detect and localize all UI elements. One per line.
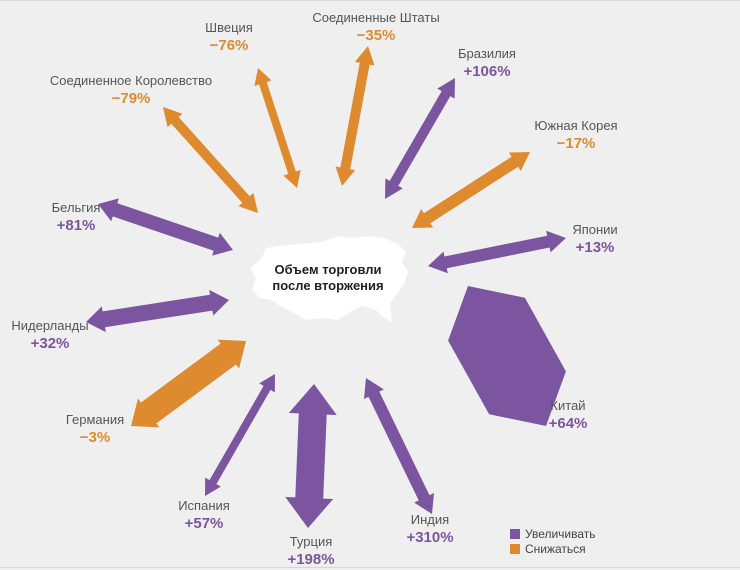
country-2-value: +106% xyxy=(463,63,511,80)
country-6-label: Индия +310% xyxy=(406,512,453,547)
country-4-label: Японии +13% xyxy=(572,222,617,257)
bottom-rule xyxy=(0,567,740,568)
country-6-name: Индия xyxy=(410,512,450,527)
country-8-label: Испания +57% xyxy=(178,498,230,533)
country-10-arrow xyxy=(86,289,229,333)
country-3-arrow xyxy=(412,152,530,228)
russia-map-shape xyxy=(250,236,408,322)
legend-label-decrease: Снижаться xyxy=(525,541,586,556)
country-0-arrow xyxy=(254,68,301,188)
country-9-arrow xyxy=(131,339,246,428)
country-11-value: +81% xyxy=(56,217,96,234)
country-10-value: +32% xyxy=(30,335,70,352)
country-12-value: −79% xyxy=(111,90,151,107)
country-3-value: −17% xyxy=(556,135,596,152)
country-5-label: Китай +64% xyxy=(549,398,588,433)
country-10-name: Нидерланды xyxy=(11,318,89,333)
country-1-value: −35% xyxy=(356,27,396,44)
country-2-label: Бразилия +106% xyxy=(458,46,516,81)
country-9-label: Германия −3% xyxy=(66,412,124,447)
country-4-arrow xyxy=(428,230,566,274)
country-1-arrow xyxy=(335,46,375,186)
country-7-name: Турция xyxy=(289,534,333,549)
country-2-name: Бразилия xyxy=(458,46,516,61)
legend-item-decrease: Снижаться xyxy=(510,541,596,556)
country-11-arrow xyxy=(98,198,233,256)
country-9-value: −3% xyxy=(79,429,111,446)
country-12-name: Соединенное Королевство xyxy=(49,73,213,88)
country-6-arrow xyxy=(364,378,434,514)
country-5-value: +64% xyxy=(548,415,588,432)
country-11-name: Бельгия xyxy=(51,200,101,215)
legend: Увеличивать Снижаться xyxy=(510,526,596,556)
country-2-arrow xyxy=(385,78,455,199)
country-3-name: Южная Корея xyxy=(534,118,618,133)
country-3-label: Южная Корея −17% xyxy=(534,118,617,153)
country-4-value: +13% xyxy=(575,239,615,256)
country-1-name: Соединенные Штаты xyxy=(312,10,440,25)
legend-swatch-decrease xyxy=(510,543,520,554)
legend-label-increase: Увеличивать xyxy=(525,526,596,541)
country-4-name: Японии xyxy=(572,222,618,237)
legend-item-increase: Увеличивать xyxy=(510,526,596,541)
country-8-name: Испания xyxy=(178,498,230,513)
country-9-name: Германия xyxy=(65,412,125,427)
country-10-label: Нидерланды +32% xyxy=(11,318,88,353)
country-5-name: Китай xyxy=(550,398,586,413)
country-12-label: Соединенное Королевство −79% xyxy=(50,73,212,108)
country-7-arrow xyxy=(285,384,337,528)
country-0-value: −76% xyxy=(209,37,249,54)
country-8-value: +57% xyxy=(184,515,224,532)
country-7-label: Турция +198% xyxy=(287,534,334,569)
top-rule xyxy=(0,0,740,1)
country-6-value: +310% xyxy=(406,529,454,546)
country-0-label: Швеция −76% xyxy=(205,20,253,55)
country-11-label: Бельгия +81% xyxy=(52,200,101,235)
chart-title: Объем торговли после вторжения xyxy=(272,262,384,293)
country-7-value: +198% xyxy=(287,551,335,568)
arrows-layer xyxy=(86,46,566,528)
country-1-label: Соединенные Штаты −35% xyxy=(312,10,439,45)
country-12-arrow xyxy=(163,107,258,213)
country-0-name: Швеция xyxy=(205,20,253,35)
country-5-arrow xyxy=(448,286,566,426)
country-8-arrow xyxy=(205,374,275,496)
legend-swatch-increase xyxy=(510,528,520,539)
